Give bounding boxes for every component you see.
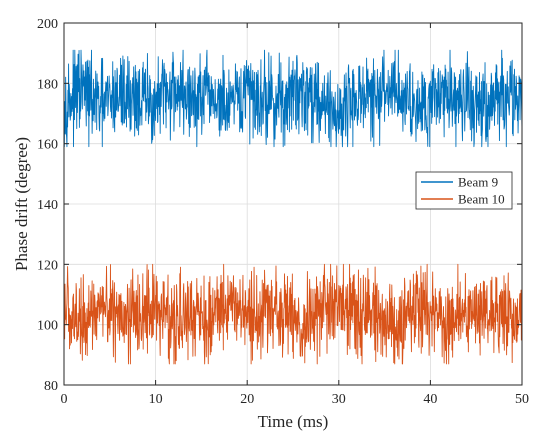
x-tick-label: 0	[61, 392, 68, 407]
x-tick-label: 30	[332, 392, 346, 407]
series-line-beam-9	[64, 49, 522, 148]
plot-area	[64, 49, 522, 365]
y-tick-label: 100	[37, 319, 58, 334]
legend: Beam 9 Beam 10	[415, 171, 513, 210]
x-axis-label: Time (ms)	[258, 412, 329, 431]
y-axis-label: Phase drift (degree)	[12, 137, 31, 271]
y-tick-label: 180	[37, 77, 58, 92]
series-line-beam-10	[64, 263, 522, 365]
legend-label-beam-10: Beam 10	[458, 192, 505, 207]
y-tick-label: 80	[44, 379, 58, 394]
x-tick-label: 50	[515, 392, 529, 407]
y-tick-label: 200	[37, 17, 58, 32]
x-tick-label: 10	[149, 392, 163, 407]
y-axis: 80 100 120 140 160 180 200	[37, 17, 522, 394]
x-axis: 0 10 20 30 40 50	[61, 23, 529, 407]
y-tick-label: 140	[37, 198, 58, 213]
y-tick-label: 120	[37, 258, 58, 273]
x-tick-label: 40	[423, 392, 437, 407]
y-tick-label: 160	[37, 138, 58, 153]
legend-label-beam-9: Beam 9	[458, 175, 498, 190]
legend-box	[415, 171, 513, 210]
x-tick-label: 20	[240, 392, 254, 407]
